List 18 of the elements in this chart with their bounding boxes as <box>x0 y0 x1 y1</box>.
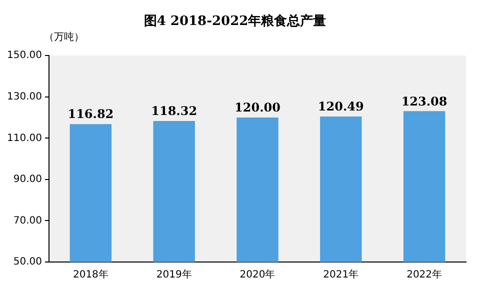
data-label: 116.82 <box>68 107 114 122</box>
y-tick-label: 110.00 <box>6 132 42 144</box>
y-tick-label: 90.00 <box>13 174 42 186</box>
y-axis-title: （万吨） <box>44 30 84 44</box>
y-tick-label: 50.00 <box>13 256 42 268</box>
x-tick-label: 2020年 <box>240 268 276 281</box>
y-tick-label: 130.00 <box>6 91 42 102</box>
data-label: 123.08 <box>401 94 448 108</box>
x-tick-label: 2019年 <box>156 268 192 281</box>
data-label: 120.49 <box>318 100 364 114</box>
x-tick-label: 2021年 <box>323 268 359 281</box>
chart-title: 图4 2018-2022年粮食总产量 <box>144 13 326 30</box>
x-tick-label: 2018年 <box>72 268 108 281</box>
data-label: 118.32 <box>151 104 198 118</box>
data-label: 120.00 <box>234 100 280 115</box>
x-tick-label: 2022年 <box>406 268 442 281</box>
y-tick-label: 70.00 <box>13 215 42 226</box>
y-tick-label: 150.00 <box>6 50 42 62</box>
